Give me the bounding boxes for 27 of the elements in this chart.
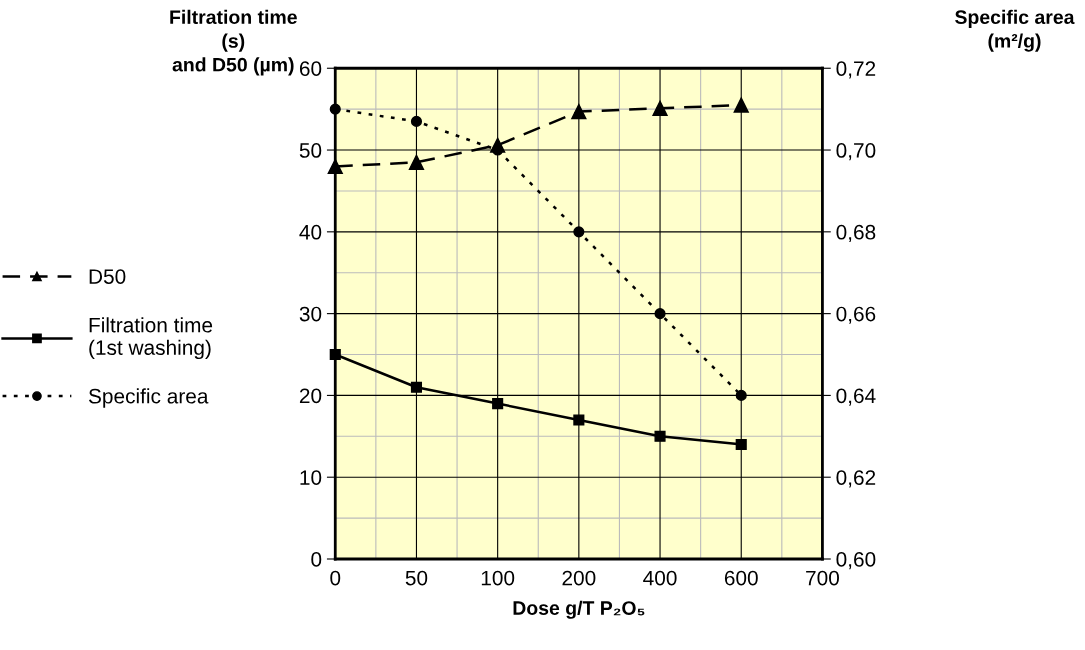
- y-tick-label: 40: [299, 224, 322, 240]
- x-tick-label: 0: [330, 570, 341, 586]
- x-tick-label: 100: [481, 570, 515, 586]
- x-tick-label: 400: [643, 570, 677, 586]
- x-tick-label: 700: [806, 570, 839, 586]
- y2-tick-label: 0,72: [836, 61, 876, 79]
- y2-tick-label: 0,70: [836, 143, 876, 161]
- legend-label: D50: [89, 269, 126, 284]
- y-tick-label: 0: [311, 552, 322, 567]
- y2-axis-title: Specific area (m²/g): [955, 9, 1075, 52]
- y-tick-label: 20: [299, 388, 322, 404]
- y-tick-label: 30: [299, 306, 322, 322]
- y2-tick-label: 0,68: [836, 224, 876, 243]
- y-tick-label: 50: [299, 143, 322, 158]
- legend-label: Filtration time (1st washing): [89, 317, 213, 360]
- y-tick-label: 60: [299, 61, 322, 76]
- y2-tick-label: 0,62: [836, 470, 876, 488]
- y2-tick-label: 0,60: [836, 552, 876, 570]
- legend-label: Specific area: [88, 388, 209, 408]
- x-tick-label: 50: [405, 570, 428, 586]
- y2-tick-label: 0,64: [836, 388, 876, 406]
- x-tick-label: 600: [724, 570, 758, 586]
- y-axis-title: Filtration time (s) and D50 (µm): [170, 9, 297, 76]
- y-tick-label: 10: [300, 470, 322, 485]
- x-axis-title: Dose g/T P₂O₅: [513, 600, 645, 619]
- x-tick-label: 200: [562, 570, 596, 586]
- y2-tick-label: 0,66: [836, 306, 876, 324]
